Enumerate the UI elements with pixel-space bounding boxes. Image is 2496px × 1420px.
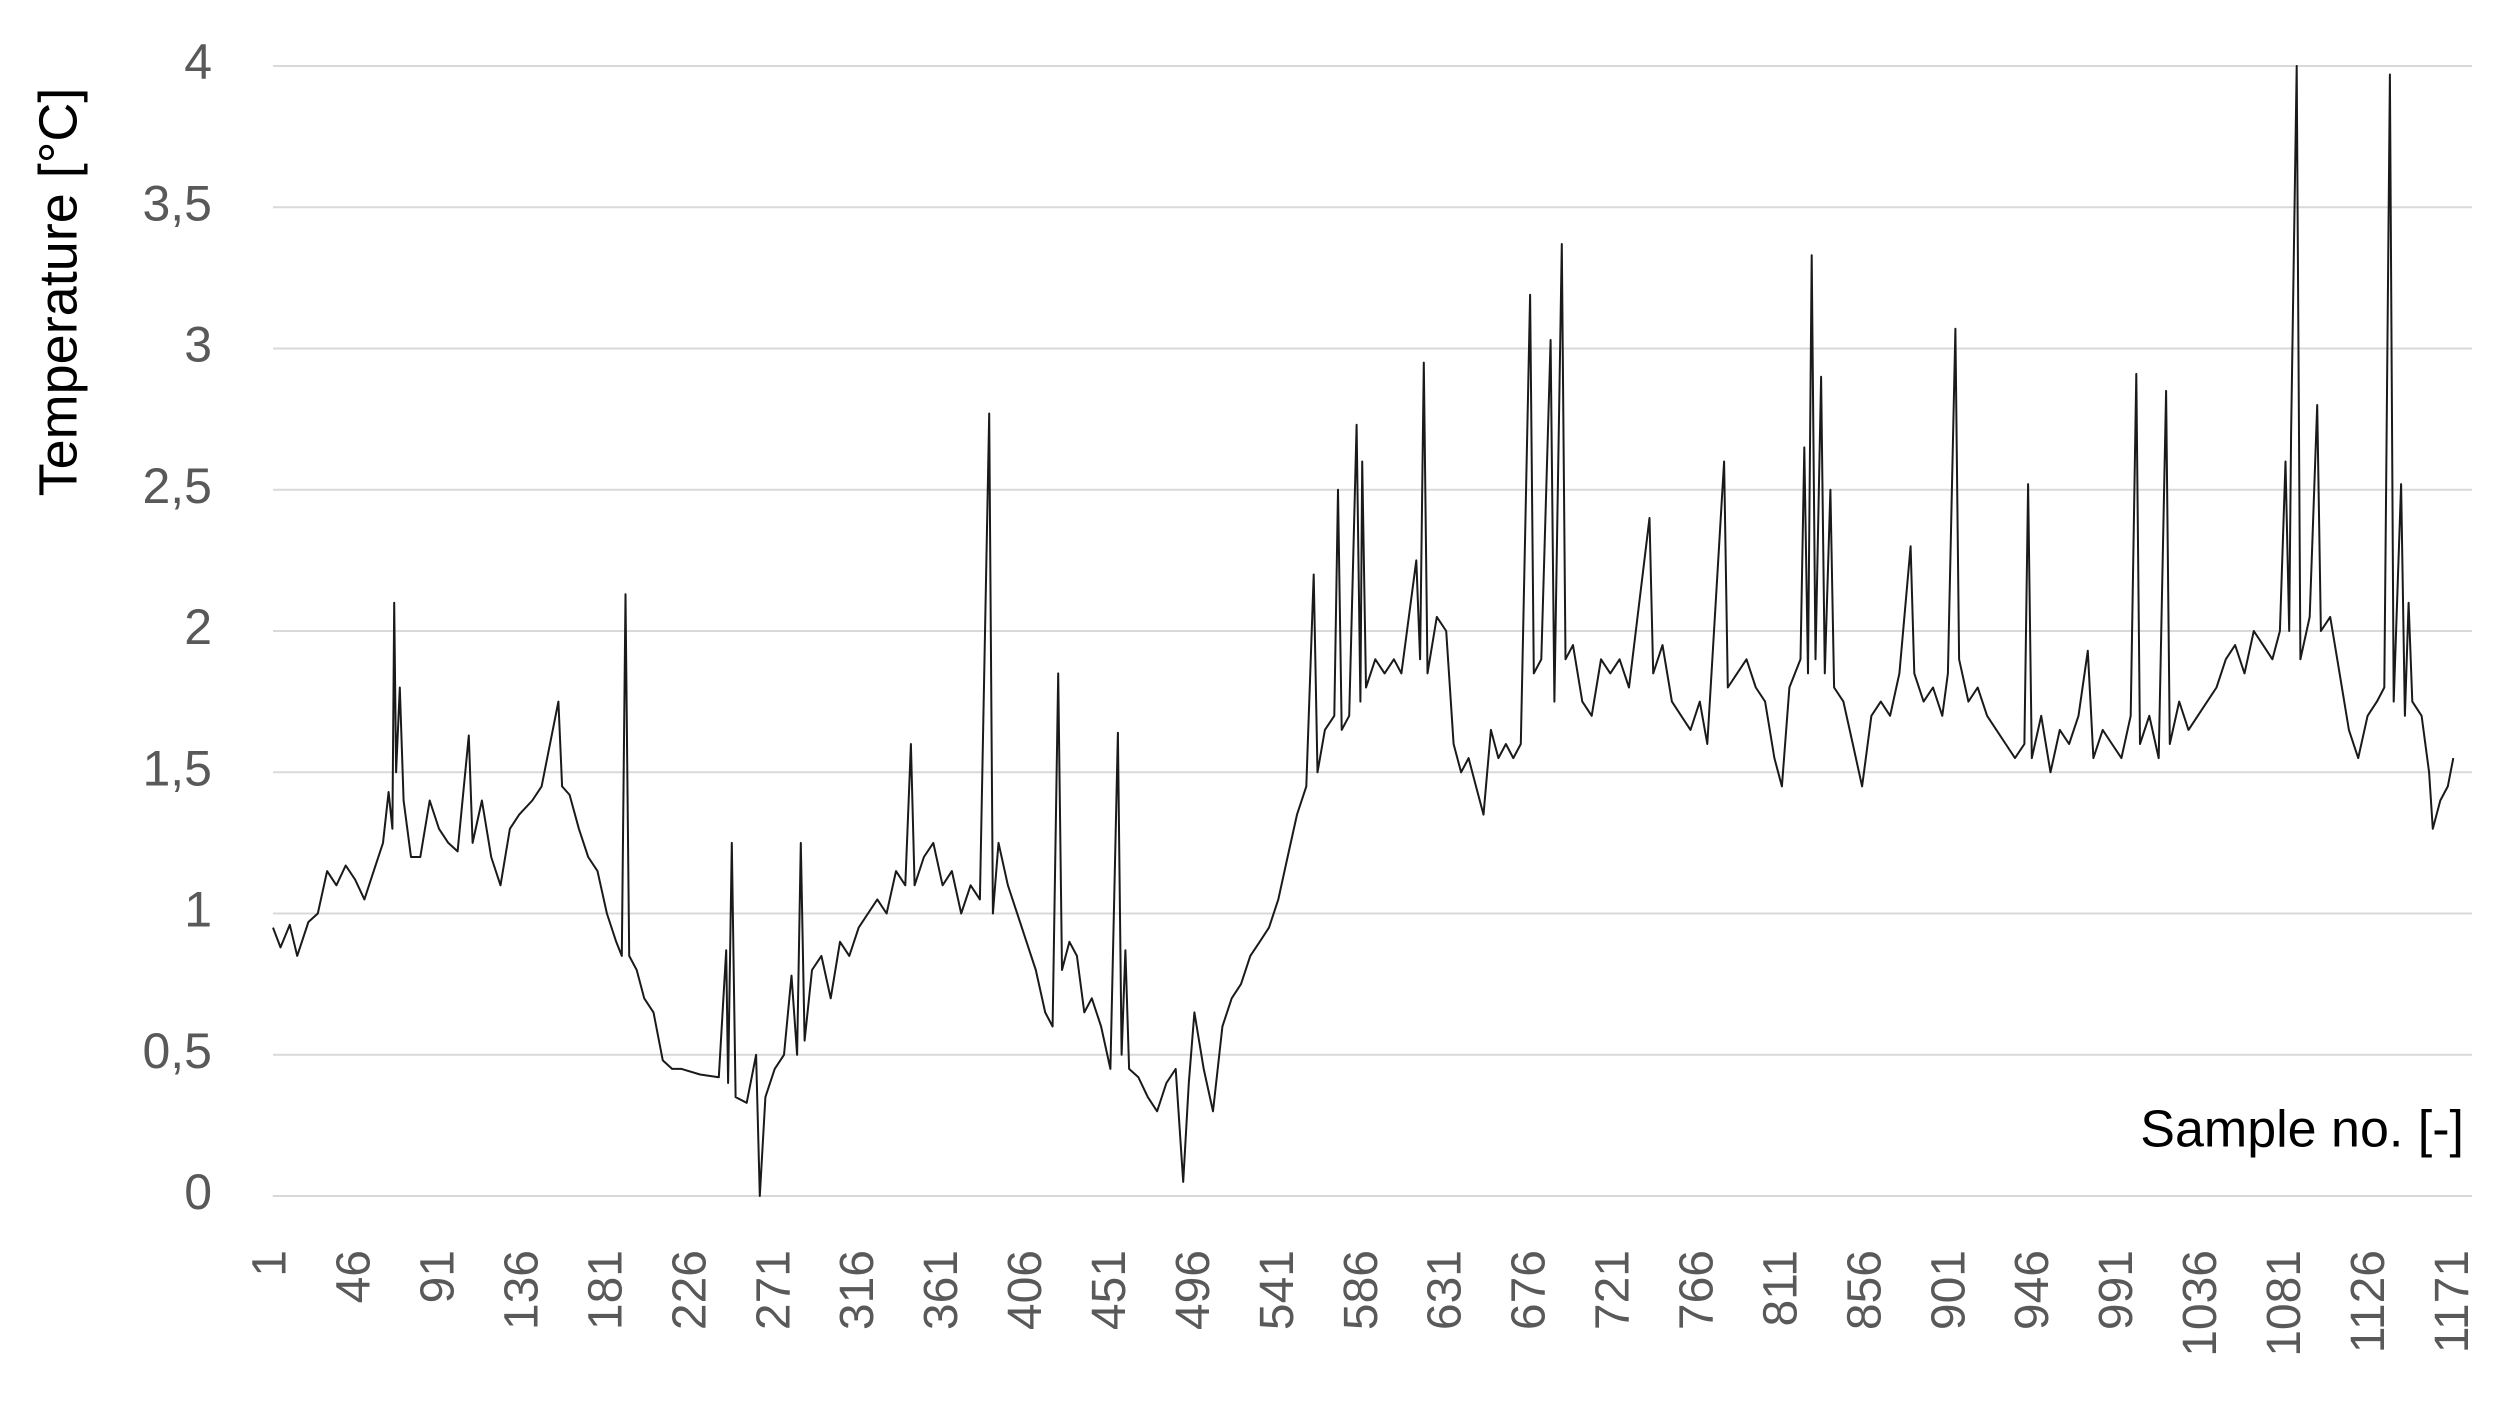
x-tick-label: 1	[244, 1250, 297, 1277]
y-tick-label: 1	[184, 882, 212, 938]
x-tick-label: 496	[1167, 1250, 1220, 1330]
y-axis-label: Temperature [°C]	[28, 88, 88, 497]
x-tick-label: 451	[1083, 1250, 1136, 1330]
x-tick-label: 631	[1419, 1250, 1472, 1330]
x-tick-label: 136	[495, 1250, 548, 1330]
x-tick-label: 226	[663, 1250, 716, 1330]
x-tick-label: 721	[1587, 1250, 1640, 1330]
data-line	[272, 65, 2455, 1197]
x-tick-label: 361	[915, 1250, 968, 1330]
y-tick-label: 2,5	[142, 458, 212, 514]
x-tick-label: 1171	[2426, 1250, 2479, 1353]
x-tick-label: 46	[328, 1250, 381, 1303]
x-tick-label: 901	[1922, 1250, 1975, 1330]
x-tick-label: 91	[412, 1250, 465, 1303]
x-tick-label: 1081	[2258, 1250, 2311, 1357]
x-tick-label: 406	[999, 1250, 1052, 1330]
x-tick-label: 316	[831, 1250, 884, 1330]
x-tick-label: 766	[1671, 1250, 1724, 1330]
x-tick-label: 991	[2090, 1250, 2143, 1330]
y-tick-label: 0	[184, 1164, 212, 1220]
x-tick-label: 271	[747, 1250, 800, 1330]
y-tick-label: 1,5	[142, 740, 212, 796]
y-tick-label: 3	[184, 317, 212, 373]
x-tick-label: 811	[1754, 1250, 1807, 1327]
x-tick-label: 856	[1838, 1250, 1891, 1330]
x-tick-label: 946	[2006, 1250, 2059, 1330]
x-tick-label: 1126	[2342, 1250, 2395, 1353]
y-tick-label: 2	[184, 599, 212, 655]
y-tick-label: 0,5	[142, 1023, 212, 1079]
y-tick-label: 3,5	[142, 175, 212, 231]
x-tick-label: 541	[1251, 1250, 1304, 1330]
x-tick-label: 676	[1503, 1250, 1556, 1330]
x-axis-label: Sample no. [-]	[2140, 1101, 2464, 1159]
y-tick-label: 4	[184, 34, 212, 90]
x-tick-label: 586	[1335, 1250, 1388, 1330]
x-tick-label: 181	[579, 1250, 632, 1330]
x-tick-label: 1036	[2174, 1250, 2227, 1357]
